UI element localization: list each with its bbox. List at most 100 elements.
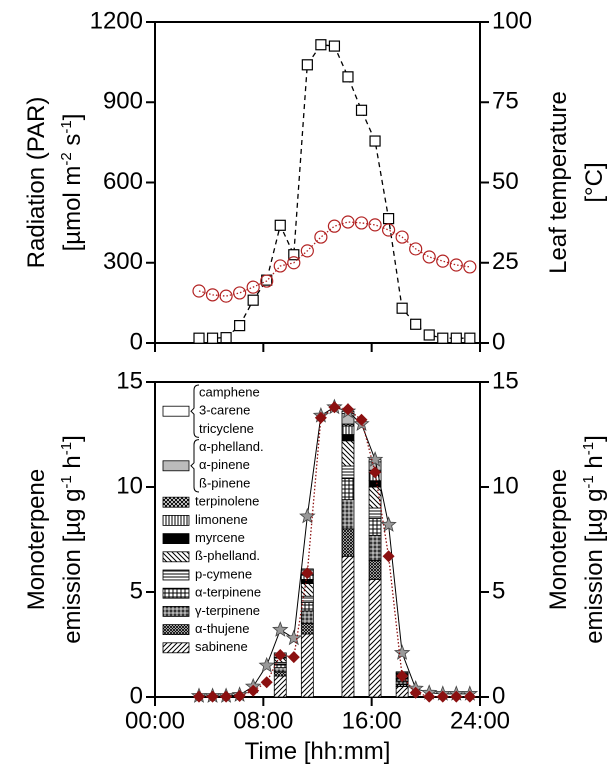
marker <box>272 621 289 637</box>
label-part: s <box>59 134 86 153</box>
superscript: -2 <box>58 152 75 165</box>
marker <box>366 451 384 467</box>
superscript: -1 <box>58 475 75 488</box>
axis-label: emission [µg g-1 h-1] <box>580 435 608 644</box>
marker <box>341 215 355 229</box>
marker <box>300 244 314 258</box>
marker <box>449 258 463 272</box>
label-part: ] <box>59 114 86 121</box>
y-tick-label: 1200 <box>90 7 143 34</box>
x-tick-label: 16:00 <box>342 707 402 734</box>
marker <box>341 403 354 416</box>
bar-segment <box>300 623 314 635</box>
marker <box>437 332 449 344</box>
axis-label: emission [µg g-1 h-1] <box>58 435 86 644</box>
y2-tick-label: 10 <box>492 472 519 499</box>
marker <box>220 690 233 703</box>
legend-swatch <box>162 587 190 599</box>
y2-tick-label: 100 <box>492 7 532 34</box>
marker <box>193 332 205 344</box>
bar-segment <box>300 579 314 585</box>
x-tick-label: 08:00 <box>233 707 293 734</box>
axis-label: [µmol m-2 s-1] <box>58 114 86 252</box>
bar-segment <box>273 675 287 698</box>
marker <box>423 690 436 703</box>
legend-label: γ-terpinene <box>195 603 260 618</box>
series-line <box>198 221 470 297</box>
y-tick-label: 10 <box>116 472 143 499</box>
bar-segment <box>300 610 314 624</box>
marker <box>464 332 476 344</box>
label-part: emission [µg g <box>581 489 608 644</box>
marker <box>463 260 477 274</box>
y-tick-label: 900 <box>103 88 143 115</box>
marker <box>410 318 422 330</box>
legend-label: ß-pinene <box>199 475 250 490</box>
y2-tick-label: 25 <box>492 248 519 275</box>
marker <box>382 213 395 225</box>
legend-label: p-cymene <box>195 566 252 581</box>
legend-label: camphene <box>199 384 260 399</box>
marker <box>369 135 381 147</box>
marker <box>285 629 302 646</box>
marker <box>382 550 395 563</box>
marker <box>380 516 397 532</box>
legend-swatch <box>162 606 190 617</box>
marker <box>369 466 382 479</box>
y2-tick-label: 15 <box>492 367 519 394</box>
label-part: h <box>581 455 608 475</box>
bar-segment <box>341 425 355 435</box>
legend-swatch <box>162 496 190 508</box>
bar-segment <box>368 560 382 580</box>
legend-label: 3-carene <box>199 403 250 418</box>
marker <box>423 329 435 341</box>
bar-segment <box>341 434 355 442</box>
bar-segment <box>368 534 382 561</box>
label-part: ] <box>581 435 608 442</box>
marker <box>314 411 327 424</box>
bar-segment <box>273 664 287 669</box>
marker <box>463 690 476 703</box>
plot-frame <box>154 381 481 698</box>
legend-swatch <box>162 642 190 654</box>
marker <box>450 332 462 344</box>
bar-segment <box>368 579 382 698</box>
legend-brace <box>190 384 200 438</box>
marker <box>314 230 328 244</box>
marker <box>273 259 287 273</box>
marker <box>274 649 287 661</box>
bar-segment <box>341 528 355 557</box>
marker <box>381 223 396 237</box>
legend-label: limonene <box>195 512 248 527</box>
legend-swatch <box>162 460 190 472</box>
bar-segment <box>300 602 314 612</box>
marker <box>247 684 260 697</box>
marker <box>395 230 409 244</box>
bar-segment <box>341 440 355 467</box>
marker <box>315 39 327 51</box>
axis-label: Leaf temperature <box>545 91 572 274</box>
marker <box>393 644 411 660</box>
y-tick-label: 600 <box>103 168 143 195</box>
legend-swatch <box>162 624 190 635</box>
label-part: h <box>59 455 86 475</box>
bar-segment <box>300 633 314 698</box>
marker <box>409 686 422 699</box>
legend-swatch <box>162 551 190 563</box>
axis-label: Monoterpene <box>545 469 572 610</box>
marker <box>288 249 300 261</box>
bar-segment <box>368 507 382 519</box>
marker <box>247 294 259 306</box>
legend-label: sabinene <box>195 639 248 654</box>
x-axis-label: Time [hh:mm] <box>245 738 391 765</box>
bar-segment <box>273 667 287 673</box>
marker <box>205 288 220 302</box>
legend-label: myrcene <box>195 530 245 545</box>
marker <box>206 690 219 703</box>
y-tick-label: 5 <box>130 577 143 604</box>
legend-label: α-phelland. <box>199 439 264 454</box>
marker <box>246 280 260 294</box>
marker <box>233 286 247 300</box>
